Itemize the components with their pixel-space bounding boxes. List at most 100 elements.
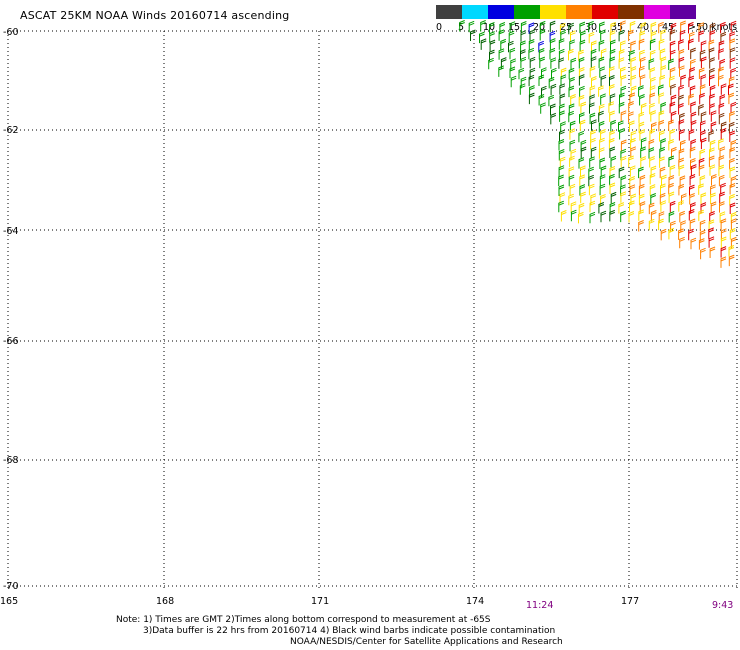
wind-barb bbox=[579, 85, 585, 98]
wind-barb bbox=[609, 173, 615, 186]
wind-barb bbox=[669, 29, 676, 41]
wind-barb bbox=[640, 56, 646, 69]
wind-barb bbox=[649, 184, 656, 196]
wind-barb bbox=[668, 139, 674, 151]
wind-barb bbox=[509, 66, 516, 78]
wind-barb bbox=[730, 139, 737, 152]
wind-barb bbox=[528, 92, 535, 105]
wind-barb bbox=[610, 119, 616, 132]
wind-barb bbox=[718, 164, 725, 177]
wind-barb bbox=[590, 146, 597, 159]
wind-barb bbox=[620, 66, 626, 79]
wind-barb bbox=[538, 74, 545, 86]
wind-barb bbox=[730, 175, 737, 188]
wind-barb bbox=[678, 200, 684, 212]
wind-barb bbox=[638, 183, 645, 196]
wind-barb bbox=[650, 210, 657, 222]
wind-barb bbox=[548, 76, 555, 89]
lat-label: -68 bbox=[3, 455, 19, 466]
wind-barb bbox=[678, 119, 685, 131]
wind-barb bbox=[479, 31, 485, 44]
wind-barb bbox=[558, 57, 565, 69]
wind-barb bbox=[638, 166, 644, 179]
axis-labels: -60 -62 -64 -66 -68 -70 165 168 171 174 … bbox=[0, 27, 733, 611]
wind-barb bbox=[598, 202, 605, 214]
wind-barb bbox=[600, 210, 607, 223]
wind-barb bbox=[608, 101, 615, 113]
wind-barb bbox=[718, 112, 725, 125]
wind-barb bbox=[568, 193, 574, 206]
wind-barb bbox=[690, 120, 697, 132]
wind-barb bbox=[648, 218, 655, 231]
wind-barb bbox=[618, 101, 625, 114]
wind-barb bbox=[669, 200, 676, 213]
lon-label: 165 bbox=[0, 596, 18, 607]
wind-barb bbox=[670, 94, 677, 107]
wind-barb bbox=[680, 20, 686, 32]
wind-barb bbox=[630, 56, 637, 69]
wind-barb bbox=[650, 193, 656, 205]
wind-barb bbox=[729, 47, 736, 59]
wind-barb bbox=[529, 85, 535, 97]
wind-barb bbox=[718, 174, 725, 187]
wind-barb bbox=[610, 155, 617, 168]
wind-barb bbox=[648, 139, 655, 151]
wind-barb bbox=[699, 175, 706, 187]
wind-barb bbox=[480, 20, 486, 32]
wind-barb bbox=[539, 29, 546, 41]
wind-barb bbox=[609, 146, 616, 158]
wind-barb bbox=[648, 58, 655, 70]
wind-barb bbox=[728, 92, 735, 105]
wind-barb bbox=[728, 83, 734, 95]
wind-barb bbox=[609, 209, 615, 222]
wind-barb bbox=[589, 156, 595, 168]
wind-barb bbox=[718, 74, 724, 87]
wind-barb bbox=[558, 149, 565, 161]
wind-barb bbox=[568, 48, 574, 61]
note-line-1: Note: 1) Times are GMT 2)Times along bot… bbox=[116, 615, 491, 625]
wind-barb bbox=[679, 29, 686, 42]
wind-barb bbox=[500, 38, 506, 51]
wind-barb bbox=[578, 74, 585, 86]
wind-barb bbox=[720, 236, 727, 248]
wind-barb bbox=[700, 202, 707, 214]
wind-barb bbox=[559, 22, 566, 35]
wind-barb bbox=[649, 49, 656, 62]
wind-barb bbox=[508, 30, 515, 43]
wind-barb bbox=[649, 85, 656, 97]
wind-barb bbox=[488, 57, 494, 70]
wind-barb bbox=[639, 30, 646, 43]
wind-barb bbox=[720, 218, 727, 230]
wind-barb bbox=[678, 39, 684, 51]
wind-barb bbox=[609, 75, 615, 87]
wind-barb bbox=[699, 84, 706, 96]
wind-barb bbox=[709, 211, 715, 223]
color-scale-label: 25 bbox=[560, 22, 572, 33]
wind-barb bbox=[609, 30, 616, 42]
wind-barb bbox=[659, 48, 666, 60]
wind-barb bbox=[560, 121, 566, 133]
wind-barb bbox=[720, 182, 726, 195]
wind-barb bbox=[548, 94, 555, 107]
wind-barb bbox=[558, 38, 565, 50]
color-scale-label: 15 bbox=[508, 22, 520, 33]
wind-barb bbox=[591, 40, 597, 52]
wind-barb bbox=[679, 65, 685, 77]
wind-barb bbox=[578, 211, 584, 224]
wind-barb bbox=[668, 211, 675, 223]
wind-barb bbox=[699, 49, 706, 62]
wind-barb bbox=[669, 40, 676, 53]
wind-barb bbox=[660, 56, 667, 68]
wind-barbs bbox=[459, 20, 737, 268]
color-scale-label: >50 knots bbox=[688, 22, 737, 33]
wind-barb bbox=[718, 48, 724, 60]
wind-barb bbox=[730, 236, 737, 249]
wind-barb bbox=[519, 83, 526, 95]
wind-barb bbox=[668, 58, 674, 70]
wind-barb bbox=[710, 121, 717, 133]
wind-barb bbox=[580, 191, 586, 204]
wind-barb bbox=[640, 22, 647, 34]
wind-barb bbox=[708, 47, 715, 59]
wind-barb bbox=[510, 58, 516, 70]
wind-barb bbox=[568, 22, 574, 35]
